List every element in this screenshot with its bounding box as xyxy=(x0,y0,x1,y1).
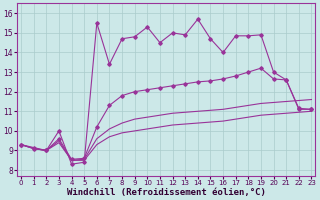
X-axis label: Windchill (Refroidissement éolien,°C): Windchill (Refroidissement éolien,°C) xyxy=(67,188,266,197)
